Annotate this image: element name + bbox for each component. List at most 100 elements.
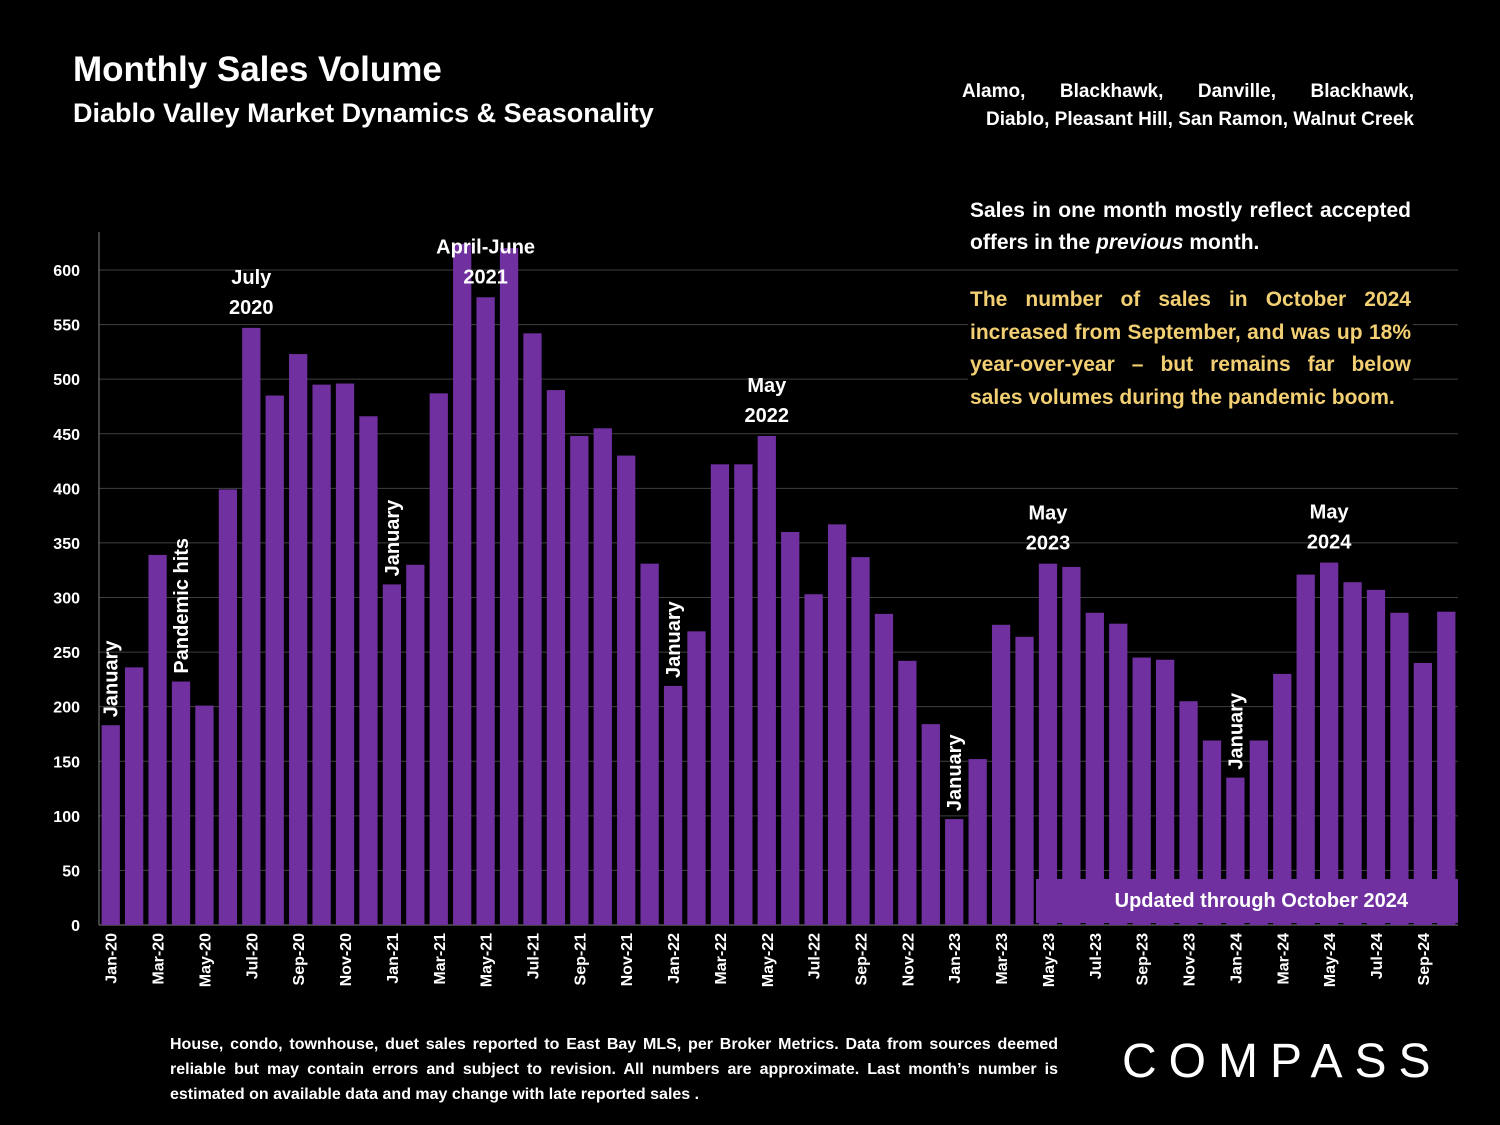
bar-May-24 xyxy=(1319,562,1339,925)
x-tick-label: Mar-23 xyxy=(994,933,1011,985)
bar-chart: 0 50 100 150 200 250 300 350 400 450 500 550 600 Jan-… xyxy=(53,232,1458,987)
x-tick-label: Nov-22 xyxy=(900,933,917,986)
offers-note: Sales in one month mostly reflect accept… xyxy=(968,195,1413,259)
bar-May-23 xyxy=(1038,563,1058,925)
compass-logo: COMPASS xyxy=(1122,1035,1443,1088)
bar-Nov-22 xyxy=(898,660,917,925)
bar-Oct-23 xyxy=(1155,659,1175,925)
bar-Jan-21 xyxy=(382,584,402,925)
bar-Nov-21 xyxy=(617,455,636,925)
bar-Jul-23 xyxy=(1085,612,1104,925)
bar-Dec-21 xyxy=(640,563,659,925)
y-tick-label: 100 xyxy=(53,809,80,826)
y-tick-label: 450 xyxy=(53,427,80,444)
offers-note-text-1: Sales in one month mostly reflect accept… xyxy=(970,199,1411,254)
chart-title: Monthly Sales Volume xyxy=(73,50,442,89)
source-footnote: House, condo, townhouse, duet sales repo… xyxy=(170,1036,1058,1103)
offers-note-text-2: month. xyxy=(1183,231,1260,254)
y-tick-label: 350 xyxy=(53,536,80,553)
bar-Jul-20 xyxy=(242,327,261,925)
annotation-label: April-June xyxy=(436,236,535,258)
bar-Aug-24 xyxy=(1390,612,1409,925)
offers-note-emphasis: previous xyxy=(1096,231,1184,254)
annotation-label: January xyxy=(382,499,404,577)
bar-Jul-22 xyxy=(804,594,823,925)
annotation-label: May xyxy=(747,375,787,397)
bar-May-20 xyxy=(195,705,214,925)
annotation-label: July xyxy=(231,267,272,289)
x-tick-label: Mar-21 xyxy=(432,933,449,985)
region-list: Alamo, Blackhawk, Danville, Blackhawk, D… xyxy=(962,78,1414,134)
y-tick-label: 500 xyxy=(53,372,80,389)
bar-Jul-21 xyxy=(523,333,542,926)
x-tick-label: Sep-23 xyxy=(1135,933,1152,986)
bar-Mar-20 xyxy=(148,554,167,925)
bar-Aug-21 xyxy=(546,390,566,925)
annotation-label: 2020 xyxy=(229,297,274,319)
bar-Apr-22 xyxy=(734,464,753,925)
bar-Sep-24 xyxy=(1413,663,1432,925)
x-tick-label: Jul-22 xyxy=(807,933,824,979)
x-tick-label: Jan-20 xyxy=(104,933,121,984)
x-tick-label: May-22 xyxy=(760,933,777,987)
y-tick-label: 50 xyxy=(62,863,80,880)
bar-Oct-22 xyxy=(874,613,894,925)
bar-Mar-24 xyxy=(1273,673,1292,925)
annotation-label: 2022 xyxy=(745,405,790,427)
annotation-label: 2021 xyxy=(463,266,508,288)
x-tick-label: Jan-24 xyxy=(1228,933,1245,984)
x-tick-label: May-21 xyxy=(479,933,496,987)
x-tick-label: Sep-20 xyxy=(291,933,308,986)
x-tick-label: Jan-22 xyxy=(666,933,683,984)
bar-Jan-22 xyxy=(663,685,683,925)
bar-Aug-20 xyxy=(265,395,284,926)
x-tick-label: Nov-21 xyxy=(619,933,636,986)
bar-Mar-21 xyxy=(429,393,448,925)
y-tick-label: 600 xyxy=(53,263,80,280)
bar-Apr-24 xyxy=(1296,574,1315,925)
y-tick-label: 300 xyxy=(53,591,80,608)
bar-Jul-24 xyxy=(1366,589,1386,925)
bar-Oct-24 xyxy=(1437,611,1456,925)
bar-Apr-21 xyxy=(453,243,472,926)
x-tick-label: Sep-22 xyxy=(854,933,871,986)
x-tick-label: Sep-24 xyxy=(1416,933,1433,986)
bar-Jun-22 xyxy=(781,532,800,925)
bar-Mar-23 xyxy=(991,624,1011,925)
bar-May-22 xyxy=(757,435,776,925)
y-tick-label: 200 xyxy=(53,700,80,717)
annotation-label: January xyxy=(663,600,685,678)
x-tick-label: Mar-20 xyxy=(151,933,168,985)
y-tick-label: 400 xyxy=(53,481,80,498)
annotation-label: January xyxy=(101,640,123,718)
bar-Oct-20 xyxy=(312,384,331,925)
y-tick-label: 250 xyxy=(53,645,80,662)
region-line-2: Diablo, Pleasant Hill, San Ramon, Walnut… xyxy=(986,109,1414,130)
annotation-label: January xyxy=(1225,692,1247,770)
x-tick-label: Jan-21 xyxy=(385,933,402,984)
bar-Jun-23 xyxy=(1062,566,1081,925)
bar-Apr-20 xyxy=(171,681,191,925)
annotation-label: 2024 xyxy=(1307,532,1352,554)
updated-badge: Updated through October 2024 xyxy=(1036,879,1458,923)
y-tick-label: 150 xyxy=(53,754,80,771)
region-line-1: Alamo, Blackhawk, Danville, Blackhawk, xyxy=(962,81,1414,102)
october-summary-note: The number of sales in October 2024 incr… xyxy=(968,284,1413,414)
bar-Nov-23 xyxy=(1179,701,1198,925)
bar-Jan-23 xyxy=(945,819,964,925)
x-tick-label: May-24 xyxy=(1322,933,1339,987)
x-tick-label: Sep-21 xyxy=(572,933,589,986)
annotation-label: May xyxy=(1310,502,1350,524)
bar-Apr-23 xyxy=(1015,636,1034,925)
bar-Feb-24 xyxy=(1249,740,1268,925)
bar-Sep-23 xyxy=(1132,657,1151,925)
bar-Jun-20 xyxy=(218,489,238,925)
x-tick-label: Jan-23 xyxy=(947,933,964,984)
bar-Nov-20 xyxy=(335,383,355,925)
annotation-label: May xyxy=(1029,503,1069,525)
chart-subtitle: Diablo Valley Market Dynamics & Seasonal… xyxy=(73,98,654,128)
bar-Dec-23 xyxy=(1202,740,1222,925)
bar-Oct-21 xyxy=(593,428,612,925)
bar-Feb-20 xyxy=(125,667,144,925)
x-tick-label: Jul-20 xyxy=(244,933,261,979)
